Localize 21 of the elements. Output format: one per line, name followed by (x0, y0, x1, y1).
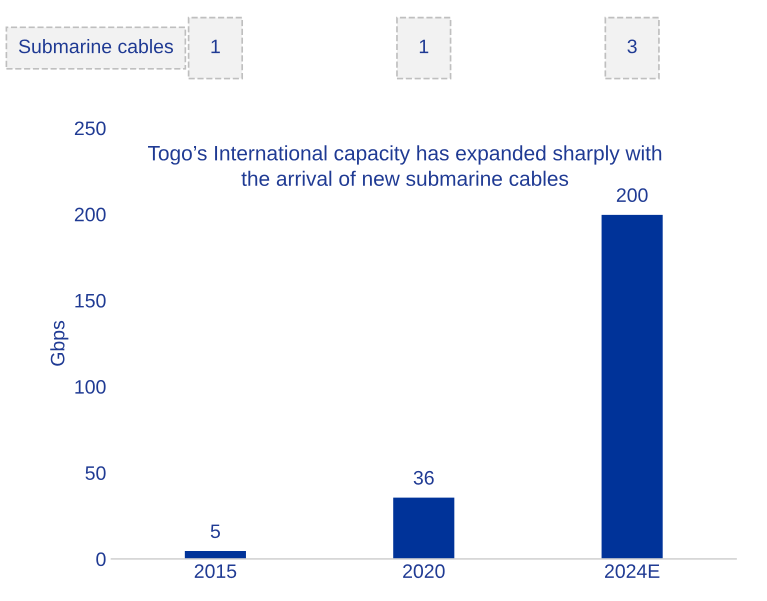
data-label: 200 (616, 188, 648, 202)
y-tick-label: 150 (75, 294, 106, 308)
y-tick-label: 100 (75, 380, 106, 394)
bar (600, 214, 664, 559)
data-label: 36 (414, 470, 434, 485)
bar (183, 550, 248, 559)
text: 1 (211, 40, 220, 54)
y-tick-label: 50 (86, 466, 106, 480)
x-tick-label: 2015 (194, 564, 236, 578)
text: 1 (420, 40, 428, 54)
y-axis-title: Gbps (50, 320, 68, 366)
text: 3 (627, 40, 637, 54)
x-tick-label: 2024E (605, 564, 660, 578)
annotation: Togo’s International capacity has expanded sharply with the arrival of new submarine cables (148, 145, 662, 186)
y-tick-label: 0 (96, 552, 106, 566)
bar (392, 496, 456, 559)
y-tick-label: 250 (74, 121, 106, 136)
text: Submarine cables (18, 39, 173, 54)
y-tick-label: 200 (74, 208, 106, 222)
x-tick-label: 2020 (403, 564, 445, 578)
data-label: 5 (210, 524, 220, 538)
